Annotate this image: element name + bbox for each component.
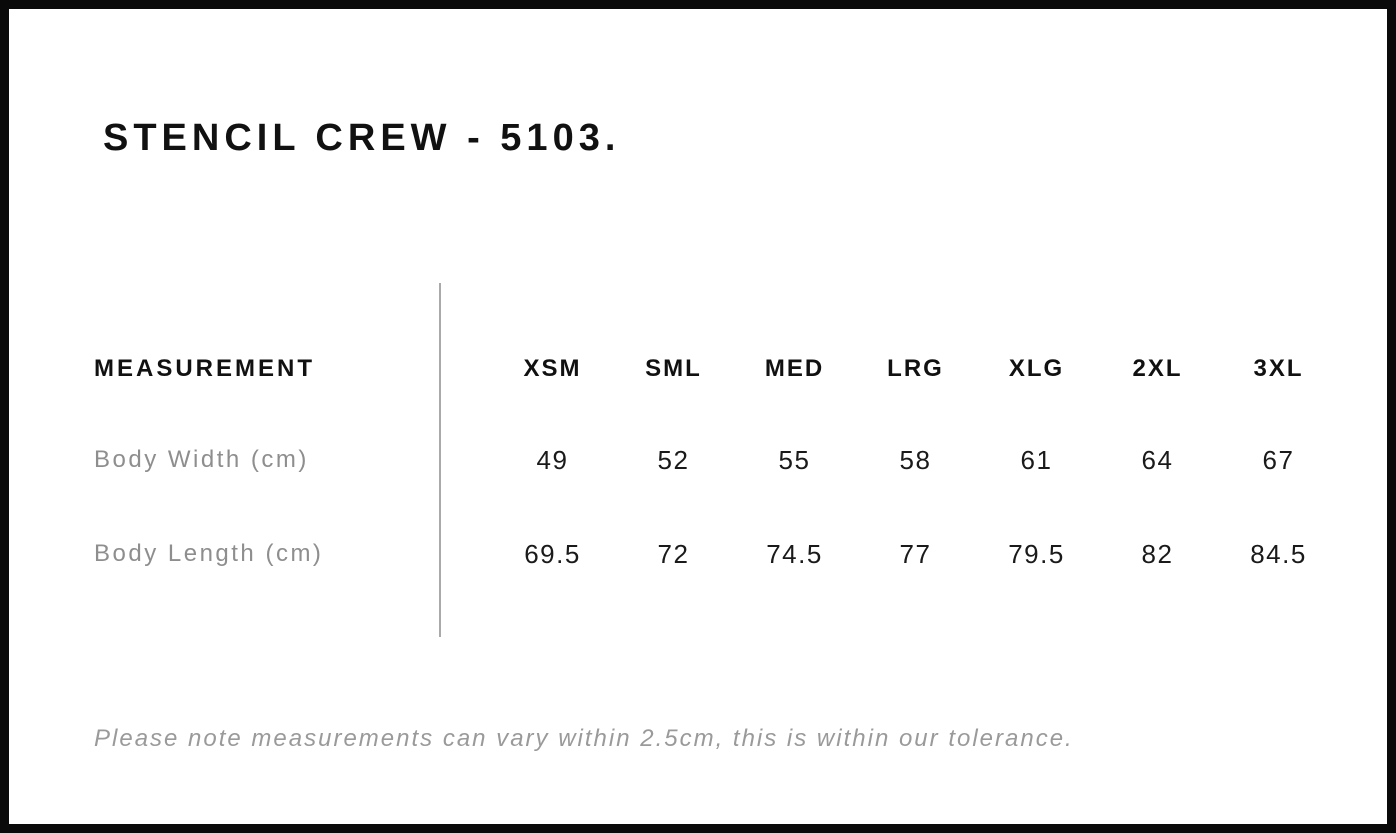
- body-width-2xl-value: 64: [1141, 444, 1174, 475]
- body-length-sml-value: 72: [657, 538, 690, 569]
- body-length-2xl-value: 82: [1141, 538, 1174, 569]
- body-length-med-value: 74.5: [766, 538, 823, 569]
- body-length-lrg-value: 77: [899, 538, 932, 569]
- tolerance-note: Please note measurements can vary within…: [94, 725, 1074, 752]
- body-width-lrg-value: 58: [899, 444, 932, 475]
- size-header-cells: XSM SML MED LRG XLG 2XL 3XL: [492, 355, 1339, 383]
- table-vertical-divider: [439, 283, 441, 637]
- body-width-sml-value: 52: [657, 444, 690, 475]
- table-row-body-width: Body Width (cm) 49 52 55 58 61 64 67: [94, 444, 1339, 476]
- body-width-3xl-value: 67: [1262, 444, 1295, 475]
- body-width-xlg-value: 61: [1020, 444, 1053, 475]
- body-length-xsm-value: 69.5: [524, 538, 581, 569]
- body-width-med-value: 55: [778, 444, 811, 475]
- size-header-3xl: 3XL: [1253, 355, 1304, 382]
- body-length-value-cells: 69.5 72 74.5 77 79.5 82 84.5: [492, 539, 1339, 570]
- size-header-2xl: 2XL: [1132, 355, 1183, 382]
- body-length-xlg-value: 79.5: [1008, 538, 1065, 569]
- size-header-xlg: XLG: [1008, 355, 1065, 382]
- size-header-lrg: LRG: [887, 355, 944, 382]
- body-length-3xl-value: 84.5: [1250, 538, 1307, 569]
- body-width-value-cells: 49 52 55 58 61 64 67: [492, 445, 1339, 476]
- body-width-xsm-value: 49: [536, 444, 569, 475]
- table-row-body-length: Body Length (cm) 69.5 72 74.5 77 79.5 82…: [94, 538, 1339, 570]
- size-header-xsm: XSM: [523, 355, 582, 382]
- size-chart-header-row: MEASUREMENT XSM SML MED LRG XLG 2XL 3XL: [94, 354, 1339, 384]
- page-title: STENCIL CREW - 5103.: [103, 117, 621, 159]
- row-label-body-width: Body Width (cm): [94, 446, 309, 473]
- size-header-sml: SML: [645, 355, 702, 382]
- row-label-body-length: Body Length (cm): [94, 540, 324, 567]
- size-header-med: MED: [764, 355, 825, 382]
- measurement-column-header: MEASUREMENT: [94, 355, 316, 382]
